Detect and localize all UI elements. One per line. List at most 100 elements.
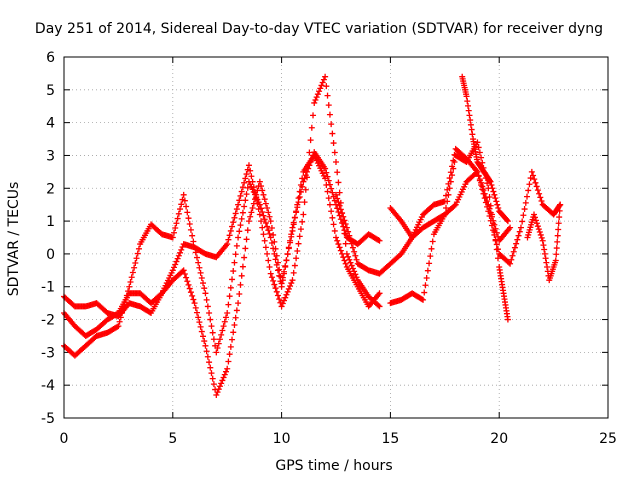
data-point bbox=[534, 187, 541, 194]
data-point bbox=[319, 79, 326, 86]
data-point bbox=[191, 300, 198, 307]
data-point bbox=[557, 201, 564, 208]
data-point bbox=[423, 274, 430, 281]
data-point bbox=[531, 214, 538, 221]
data-point bbox=[133, 255, 140, 262]
data-point bbox=[232, 251, 239, 258]
data-point bbox=[198, 328, 205, 335]
data-point bbox=[552, 257, 559, 264]
data-point bbox=[530, 172, 537, 179]
data-point bbox=[233, 242, 240, 249]
data-point bbox=[467, 121, 474, 128]
data-point bbox=[186, 285, 193, 292]
data-point bbox=[268, 274, 275, 281]
data-point bbox=[538, 234, 545, 241]
data-point bbox=[534, 223, 541, 230]
data-point bbox=[466, 112, 473, 119]
data-point bbox=[262, 200, 269, 207]
data-point bbox=[183, 274, 190, 281]
data-point bbox=[482, 194, 489, 201]
data-point bbox=[281, 270, 288, 277]
data-point bbox=[174, 215, 181, 222]
x-tick-label: 20 bbox=[490, 431, 508, 447]
data-point bbox=[214, 344, 221, 351]
data-point bbox=[268, 239, 275, 246]
data-point bbox=[341, 217, 348, 224]
y-tick-label: -1 bbox=[41, 280, 55, 296]
data-point bbox=[247, 167, 254, 174]
data-point bbox=[281, 297, 288, 304]
data-point bbox=[196, 319, 203, 326]
data-point bbox=[282, 294, 289, 301]
data-point bbox=[184, 278, 191, 285]
data-point bbox=[273, 288, 280, 295]
data-point bbox=[229, 276, 236, 283]
data-point bbox=[345, 228, 352, 235]
data-point bbox=[348, 262, 355, 269]
data-point bbox=[262, 219, 269, 226]
data-point bbox=[297, 188, 304, 195]
data-point bbox=[183, 203, 190, 210]
data-point bbox=[476, 149, 483, 156]
data-point bbox=[126, 283, 133, 290]
y-tick-label: 0 bbox=[46, 247, 55, 263]
data-series bbox=[459, 73, 511, 225]
data-point bbox=[492, 195, 499, 202]
data-point bbox=[226, 232, 233, 239]
data-point bbox=[169, 267, 176, 274]
data-point bbox=[264, 250, 271, 257]
data-point bbox=[449, 163, 456, 170]
data-point bbox=[293, 209, 300, 216]
data-point bbox=[200, 333, 207, 340]
data-point bbox=[195, 314, 202, 321]
data-point bbox=[463, 93, 470, 100]
data-point bbox=[490, 217, 497, 224]
x-tick-label: 0 bbox=[60, 431, 69, 447]
data-point bbox=[532, 217, 539, 224]
data-point bbox=[258, 183, 265, 190]
data-point bbox=[232, 314, 239, 321]
data-point bbox=[210, 336, 217, 343]
data-point bbox=[114, 323, 121, 330]
data-point bbox=[276, 266, 283, 273]
y-tick-label: -3 bbox=[41, 345, 55, 361]
data-point bbox=[291, 214, 298, 221]
data-point bbox=[196, 264, 203, 271]
data-point bbox=[227, 343, 234, 350]
data-point bbox=[469, 131, 476, 138]
data-point bbox=[307, 137, 314, 144]
data-point bbox=[288, 231, 295, 238]
data-point bbox=[197, 323, 204, 330]
data-point bbox=[339, 250, 346, 257]
y-tick-label: 1 bbox=[46, 214, 55, 230]
data-point bbox=[328, 185, 335, 192]
data-point bbox=[317, 85, 324, 92]
data-point bbox=[334, 169, 341, 176]
data-point bbox=[241, 254, 248, 261]
data-point bbox=[521, 206, 528, 213]
data-point bbox=[475, 172, 482, 179]
data-point bbox=[242, 245, 249, 252]
data-point bbox=[324, 188, 331, 195]
data-point bbox=[540, 242, 547, 249]
data-point bbox=[187, 289, 194, 296]
data-point bbox=[241, 203, 248, 210]
data-point bbox=[289, 224, 296, 231]
data-point bbox=[233, 206, 240, 213]
data-point bbox=[231, 322, 238, 329]
data-point bbox=[324, 173, 331, 180]
data-point bbox=[175, 252, 182, 259]
data-point bbox=[301, 175, 308, 182]
data-point bbox=[294, 247, 301, 254]
data-point bbox=[493, 229, 500, 236]
data-point bbox=[180, 191, 187, 198]
data-point bbox=[340, 213, 347, 220]
data-point bbox=[441, 211, 448, 218]
data-point bbox=[284, 288, 291, 295]
data-point bbox=[293, 255, 300, 262]
data-point bbox=[218, 331, 225, 338]
data-point bbox=[421, 289, 428, 296]
data-point bbox=[330, 221, 337, 228]
data-point bbox=[478, 154, 485, 161]
